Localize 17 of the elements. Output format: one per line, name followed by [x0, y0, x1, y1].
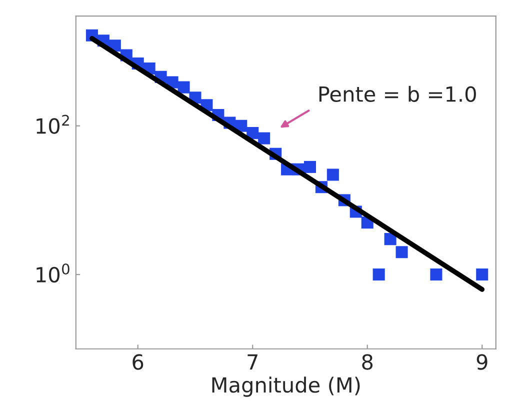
y-tick-label: 10$^{2}$ — [36, 114, 69, 134]
point — [304, 160, 316, 173]
point — [396, 246, 408, 258]
x-axis-title: Magnitude (M) — [212, 376, 360, 397]
x-tick-label: 9 — [476, 354, 488, 370]
point — [258, 132, 270, 144]
annotation: Pente = b =1.0 — [319, 86, 476, 102]
point — [476, 268, 488, 281]
point — [384, 233, 396, 246]
point — [326, 168, 339, 181]
x-tick-label: 7 — [248, 354, 258, 370]
point — [430, 268, 442, 281]
point — [178, 81, 190, 94]
x-tick-label: 6 — [132, 354, 144, 370]
point — [372, 268, 385, 281]
y-tick-label: 10$^{0}$ — [36, 263, 70, 283]
x-tick-label: 8 — [362, 354, 373, 370]
